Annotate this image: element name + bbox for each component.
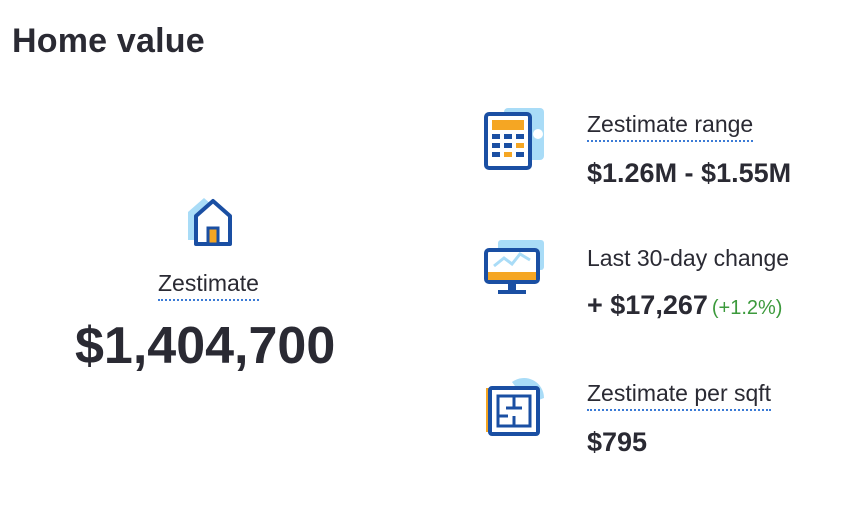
zestimate-per-sqft-label[interactable]: Zestimate per sqft	[587, 380, 772, 411]
floorplan-icon	[486, 378, 544, 436]
zestimate-range-value: $1.26M - $1.55M	[587, 158, 792, 188]
change-amount: + $17,267	[587, 290, 708, 320]
zestimate-per-sqft-value: $795	[587, 427, 648, 457]
zestimate-range-label[interactable]: Zestimate range	[587, 111, 754, 142]
house-icon	[188, 198, 232, 246]
calculator-icon	[484, 108, 544, 170]
last-30-day-change-label: Last 30-day change	[587, 245, 790, 271]
section-title: Home value	[12, 22, 205, 60]
last-30-day-change-value: + $17,267 (+1.2%)	[587, 290, 782, 321]
change-percent: (+1.2%)	[711, 297, 783, 319]
monitor-chart-icon	[484, 240, 544, 294]
zestimate-value: $1,404,700	[75, 317, 336, 375]
zestimate-label[interactable]: Zestimate	[158, 270, 259, 301]
